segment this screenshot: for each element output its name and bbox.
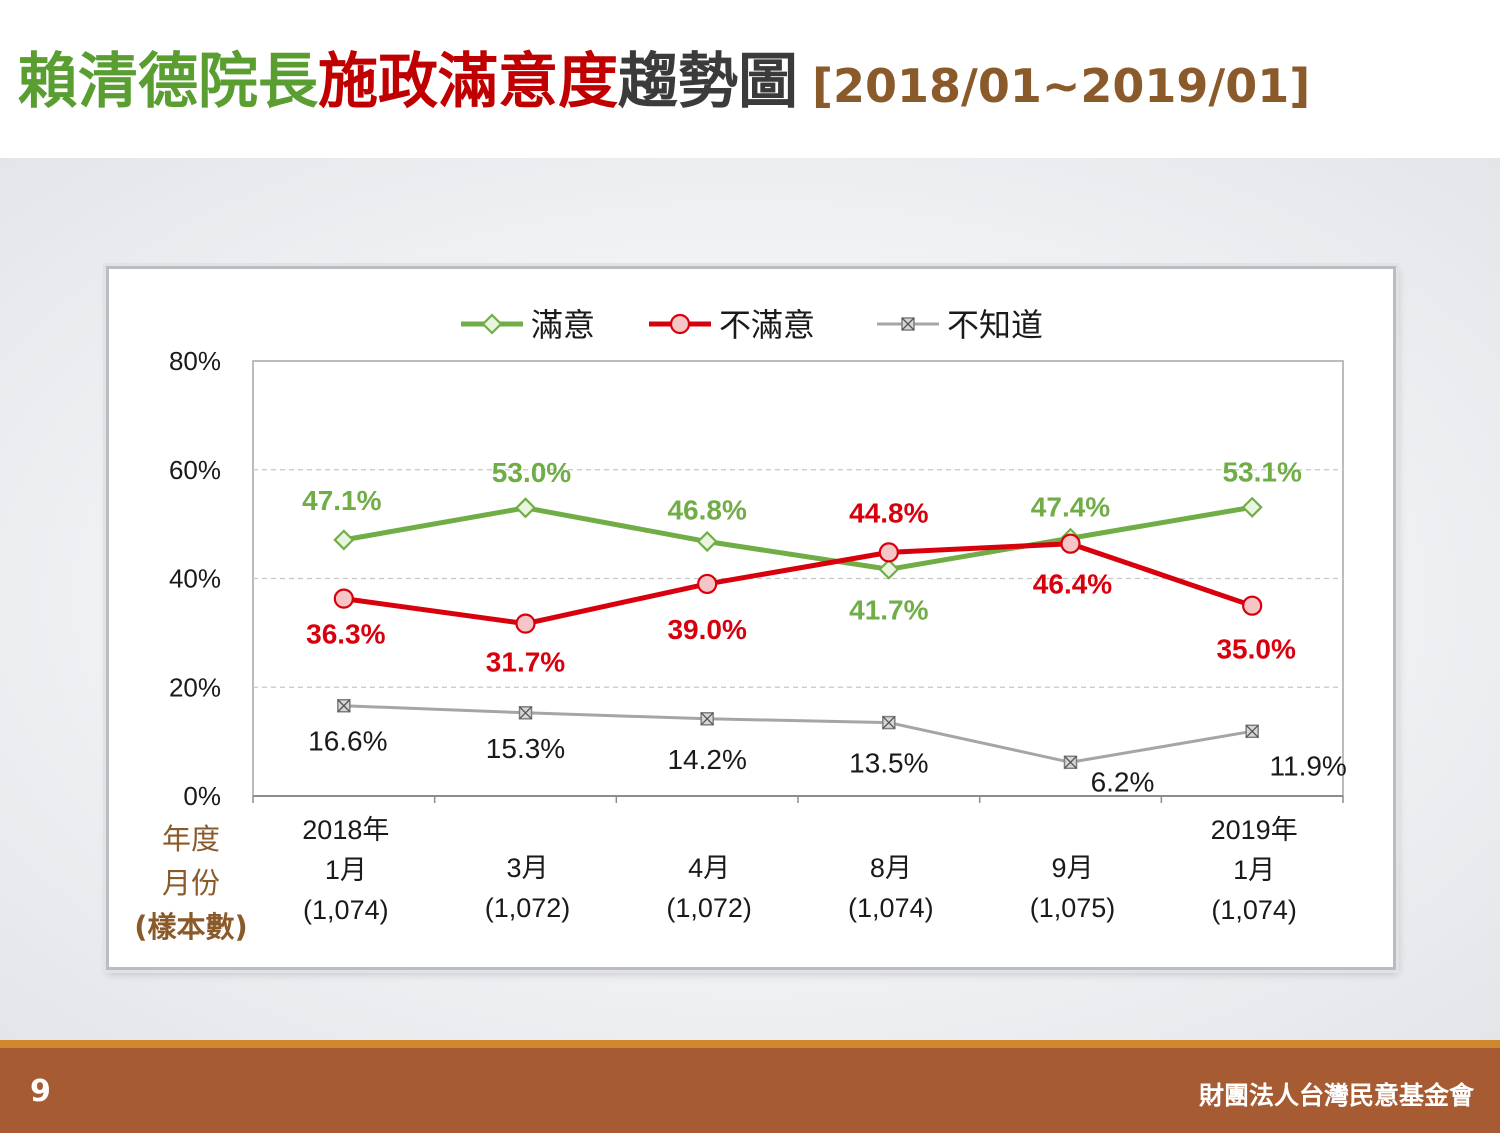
data-point-marker-cross [1064,755,1077,769]
x-category-label: 8月 (1,074) [848,853,934,923]
legend-label: 滿意 [531,306,595,344]
x-category-label: 2018年 1月 (1,074) [302,815,389,925]
series-line [343,504,1253,572]
organization-name: 財團法人台灣民意基金會 [1198,1081,1474,1110]
data-label: 41.7% [849,594,928,625]
chart-panel: 0% 20% 40% 60% 80% 2018年 1月 (1,074) 3月 (1,072) 4月 (… [106,266,1396,970]
data-label: 31.7% [486,647,565,678]
x-category-label: 2019年 1月 (1,074) [1211,815,1298,925]
data-label: 14.2% [667,744,746,775]
data-point-marker-cross [519,706,532,720]
data-label: 46.4% [1033,569,1112,600]
data-point-marker [333,529,355,551]
data-point-marker [333,588,354,609]
data-point-marker [669,313,691,335]
data-label: 53.0% [492,457,571,488]
page-number: 9 [30,1074,51,1109]
x-category-label: 4月 (1,072) [666,853,752,923]
data-label: 36.3% [306,619,385,650]
x-category-line: (1,074) [1211,895,1297,925]
x-category-line: 1月 [325,855,367,885]
data-point-marker [515,613,536,634]
x-category-line: 1月 [1233,855,1275,885]
data-point-marker [696,530,718,553]
slide-header: 賴清德院長施政滿意度趨勢圖 [2018/01~2019/01] [0,0,1500,158]
data-point-marker-cross [1245,724,1259,738]
data-label: 46.8% [667,495,746,526]
series-line [343,541,1253,627]
x-axis-title-line: (樣本數) [134,910,248,944]
legend-label: 不滿意 [719,306,815,344]
data-label: 16.6% [308,726,387,757]
data-point-marker-cross [901,317,915,331]
x-category-line: (1,072) [666,893,752,923]
x-category-line: 3月 [506,853,548,883]
y-tick-label: 20% [169,672,221,702]
x-category-line: 4月 [688,853,730,883]
legend-label: 不知道 [947,306,1043,344]
y-tick-label: 40% [169,564,221,594]
y-tick-label: 80% [169,346,221,376]
data-label: 15.3% [486,733,565,764]
x-category-label: 3月 (1,072) [485,853,571,923]
title-part-trend: 趨勢圖 [618,47,798,117]
data-point-marker [481,313,503,335]
x-category-line: (1,074) [848,893,934,923]
series-line [343,704,1253,764]
data-label: 11.9% [1270,750,1347,781]
title-part-premier: 賴清德院長 [18,47,318,117]
y-tick-label: 0% [183,781,221,811]
x-category-line: (1,075) [1030,893,1116,923]
data-point-marker [878,558,900,580]
title-date-range: [2018/01~2019/01] [812,59,1311,113]
data-label: 6.2% [1091,766,1155,797]
data-label: 53.1% [1222,456,1301,487]
data-point-marker [697,573,718,595]
x-category-line: 8月 [870,853,912,883]
slide-title: 賴清德院長施政滿意度趨勢圖 [2018/01~2019/01] [18,42,1310,126]
data-point-marker-cross [337,699,351,713]
data-point-marker [1242,595,1263,616]
data-label: 13.5% [849,748,928,779]
data-point-marker [514,497,537,519]
slide-footer: 9 財團法人台灣民意基金會 [0,1040,1500,1133]
data-point-marker [878,542,899,563]
data-point-marker-cross [700,712,714,726]
data-point-marker [1241,496,1263,518]
data-point-marker [1060,533,1081,554]
x-category-line: 2019年 [1211,815,1298,845]
x-category-line: 2018年 [302,815,389,845]
data-point-marker-cross [882,716,896,730]
data-label: 47.4% [1031,491,1110,522]
y-tick-label: 60% [169,455,221,485]
x-category-line: 9月 [1051,853,1093,883]
x-axis-title-line: 月份 [162,866,220,900]
data-label: 44.8% [849,497,928,528]
data-label: 39.0% [667,614,746,645]
x-axis-title-line: 年度 [162,822,220,856]
x-category-line: (1,072) [485,893,571,923]
data-label: 47.1% [302,485,381,516]
x-category-line: (1,074) [303,895,389,925]
trend-line-chart: 0% 20% 40% 60% 80% 2018年 1月 (1,074) 3月 (1,072) 4月 (… [134,306,1347,944]
data-label: 35.0% [1216,634,1295,665]
x-category-label: 9月 (1,075) [1030,853,1116,923]
title-part-satisfaction: 施政滿意度 [318,47,618,117]
